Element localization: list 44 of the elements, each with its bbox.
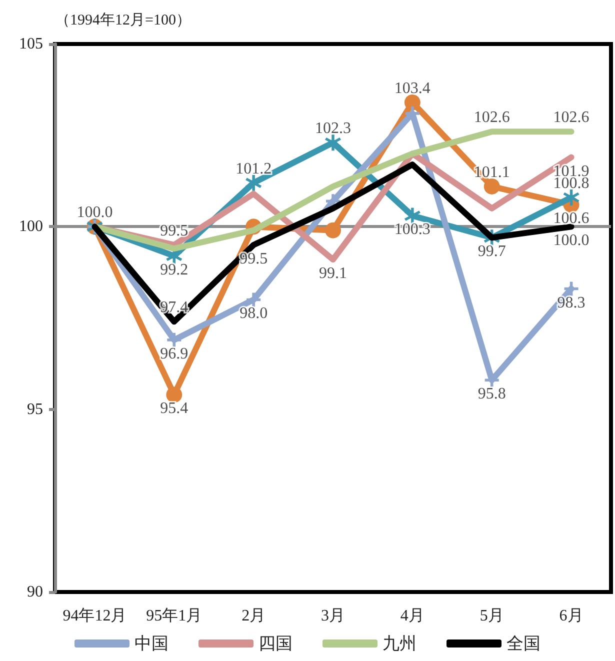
y-tick-label: 105 [19, 36, 43, 52]
point [405, 106, 420, 120]
x-tick-label: 3月 [321, 608, 345, 624]
data-label: 100.0 [553, 232, 590, 250]
point [404, 208, 420, 224]
point [246, 174, 262, 191]
data-label: 100.0 [76, 204, 113, 222]
legend-label: 中国 [134, 634, 168, 653]
data-label: 95.8 [478, 386, 506, 403]
legend-label: 九州 [382, 634, 416, 653]
x-tick-label: 94年12月 [62, 608, 127, 624]
data-label: 99.5 [240, 250, 268, 268]
point [404, 94, 420, 110]
x-tick-label: 95年1月 [146, 608, 202, 624]
x-tick-label: 5月 [480, 608, 504, 624]
point [246, 292, 261, 307]
point [325, 134, 341, 151]
data-label: 95.4 [160, 400, 188, 418]
point [484, 178, 500, 194]
point [325, 222, 341, 238]
x-tick-label: 6月 [559, 608, 584, 624]
data-label: 102.6 [474, 109, 510, 126]
data-label: 102.6 [553, 109, 590, 126]
y-tick-label: 90 [27, 584, 43, 600]
data-label: 99.7 [478, 243, 506, 260]
data-label: 98.0 [240, 305, 268, 322]
point [167, 332, 182, 347]
x-tick-label: 2月 [242, 608, 266, 624]
data-label: 102.3 [315, 120, 351, 138]
y-tick-label: 100 [19, 218, 43, 236]
y-axis-title: （1994年12月=100） [55, 12, 191, 28]
data-label: 101.2 [236, 160, 272, 178]
data-label: 99.2 [160, 261, 188, 278]
x-tick-label: 4月 [400, 608, 424, 624]
data-label: 100.6 [553, 210, 590, 228]
point [484, 373, 499, 388]
data-label: 99.1 [319, 265, 347, 282]
point [563, 189, 580, 206]
legend-label: 全国 [506, 634, 540, 653]
legend-label: 四国 [258, 634, 292, 653]
data-label: 96.9 [160, 345, 188, 362]
data-label: 103.4 [394, 80, 430, 97]
y-tick-label: 95 [27, 400, 43, 418]
point [166, 386, 182, 403]
